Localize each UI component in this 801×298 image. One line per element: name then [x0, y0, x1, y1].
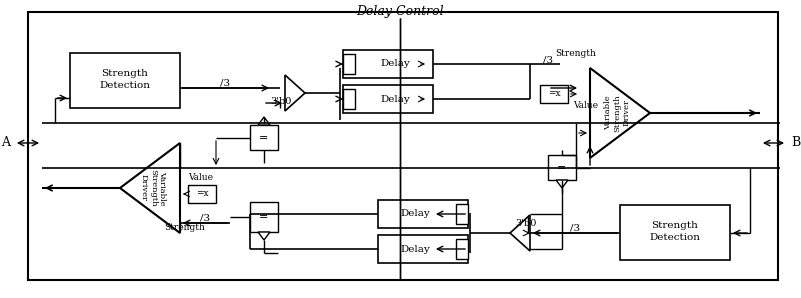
Text: =x: =x	[548, 89, 561, 99]
FancyBboxPatch shape	[456, 204, 468, 224]
Polygon shape	[510, 215, 530, 251]
Text: Variable
Strength
Driver: Variable Strength Driver	[140, 169, 166, 207]
Text: Delay Control: Delay Control	[356, 5, 444, 18]
Text: /3: /3	[570, 224, 580, 232]
FancyBboxPatch shape	[378, 200, 468, 228]
FancyBboxPatch shape	[620, 205, 730, 260]
FancyBboxPatch shape	[250, 202, 278, 232]
FancyBboxPatch shape	[378, 235, 468, 263]
FancyBboxPatch shape	[540, 85, 568, 103]
FancyBboxPatch shape	[70, 53, 180, 108]
FancyBboxPatch shape	[456, 239, 468, 259]
Text: Strength: Strength	[102, 69, 148, 78]
Text: =x: =x	[195, 190, 208, 198]
Polygon shape	[285, 75, 305, 111]
Text: Detection: Detection	[99, 81, 151, 91]
Text: Delay: Delay	[380, 60, 410, 69]
FancyBboxPatch shape	[343, 89, 355, 109]
Text: Delay: Delay	[400, 244, 430, 254]
Text: 3'b0: 3'b0	[270, 97, 292, 106]
FancyBboxPatch shape	[548, 155, 576, 180]
Text: Strength: Strength	[651, 221, 698, 230]
Text: B: B	[791, 136, 800, 150]
Polygon shape	[590, 68, 650, 158]
FancyBboxPatch shape	[343, 54, 355, 74]
Text: /3: /3	[200, 213, 210, 223]
Text: =: =	[260, 212, 268, 222]
Text: =: =	[557, 163, 566, 173]
Text: Strength: Strength	[164, 224, 205, 232]
FancyBboxPatch shape	[343, 85, 433, 113]
Polygon shape	[258, 232, 270, 240]
Text: Delay: Delay	[380, 94, 410, 103]
Polygon shape	[556, 180, 568, 188]
Text: /3: /3	[543, 55, 553, 64]
Polygon shape	[120, 143, 180, 233]
Polygon shape	[258, 117, 270, 125]
Text: 3'b0: 3'b0	[515, 218, 537, 227]
Text: Strength: Strength	[555, 49, 596, 58]
Text: Delay: Delay	[400, 209, 430, 218]
FancyBboxPatch shape	[28, 12, 778, 280]
FancyBboxPatch shape	[250, 125, 278, 150]
Text: Variable
Strength
Driver: Variable Strength Driver	[604, 94, 630, 132]
Text: =: =	[260, 133, 268, 143]
Text: A: A	[1, 136, 10, 150]
Text: /3: /3	[220, 78, 230, 88]
FancyBboxPatch shape	[188, 185, 216, 203]
FancyBboxPatch shape	[343, 50, 433, 78]
Text: Detection: Detection	[650, 234, 701, 243]
Text: Value: Value	[188, 173, 213, 182]
Text: Value: Value	[573, 100, 598, 109]
